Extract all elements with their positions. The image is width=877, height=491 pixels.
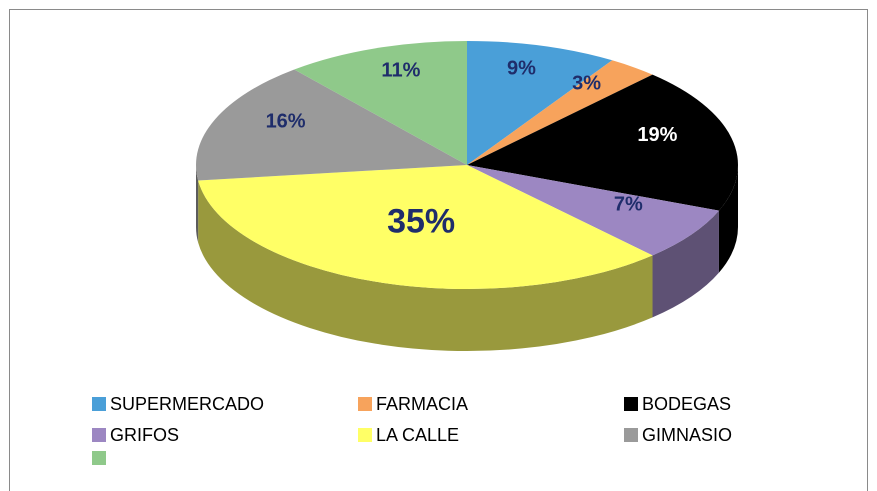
pie-sides xyxy=(196,165,738,351)
legend-label: SUPERMERCADO xyxy=(110,394,264,414)
slice xyxy=(467,60,653,165)
slice xyxy=(294,41,467,165)
slice-side xyxy=(198,180,653,351)
legend-label: GRIFOS xyxy=(110,425,179,445)
data-label: 3% xyxy=(572,73,601,95)
data-label: 16% xyxy=(266,110,306,132)
pie-tops xyxy=(196,41,738,289)
legend-swatch xyxy=(624,428,638,442)
data-label: 11% xyxy=(381,59,420,81)
slice xyxy=(198,165,653,289)
slice xyxy=(467,74,738,211)
slice-side xyxy=(196,165,199,243)
slice xyxy=(196,69,467,181)
legend-swatch xyxy=(92,451,106,465)
slice xyxy=(467,165,719,256)
data-labels: 9% 3% 19% 7% 35% 16% 11% xyxy=(266,58,678,241)
legend-swatch xyxy=(624,397,638,411)
legend-label: LA CALLE xyxy=(376,425,459,445)
legend-label: FARMACIA xyxy=(376,394,468,414)
slice-side xyxy=(718,165,738,273)
legend-swatch xyxy=(92,428,106,442)
legend-swatch xyxy=(358,428,372,442)
data-label: 7% xyxy=(614,193,643,215)
legend-swatch xyxy=(358,397,372,411)
slice xyxy=(467,41,613,165)
legend-label: GIMNASIO xyxy=(642,425,732,445)
data-label: 9% xyxy=(507,58,536,80)
data-label: 19% xyxy=(637,124,677,146)
slice-side xyxy=(652,210,719,318)
legend: SUPERMERCADO FARMACIA BODEGAS GRIFOS LA CALL… xyxy=(92,394,732,465)
legend-label: BODEGAS xyxy=(642,394,731,414)
data-label: 35% xyxy=(387,202,455,240)
legend-swatch xyxy=(92,397,106,411)
